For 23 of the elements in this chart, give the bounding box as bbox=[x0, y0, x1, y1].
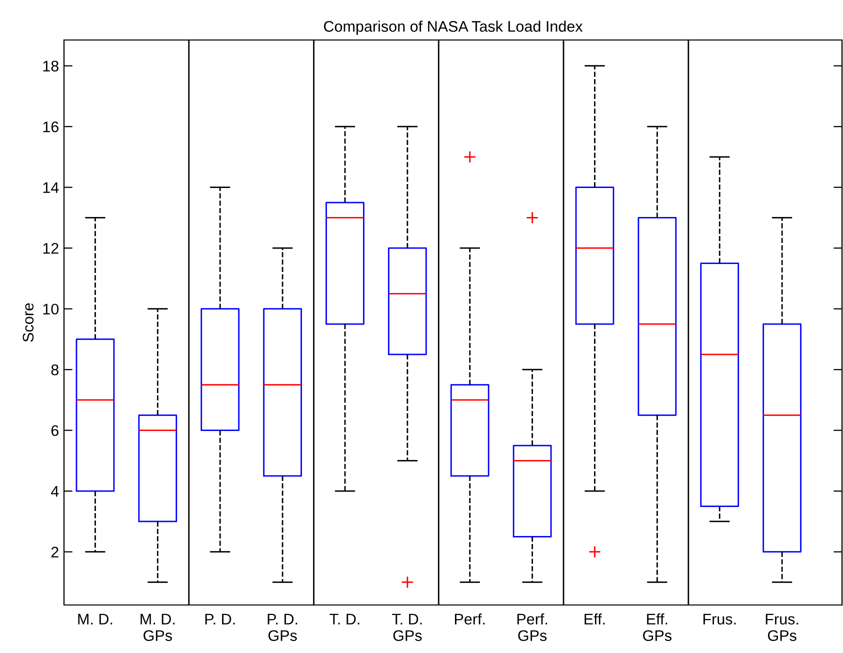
x-tick-label: Frus. GPs bbox=[766, 614, 798, 642]
chart-title: Comparison of NASA Task Load Index bbox=[324, 20, 583, 35]
y-tick-label: 2 bbox=[51, 546, 58, 558]
x-tick-label: M. D. GPs bbox=[140, 614, 175, 642]
y-tick-label: 12 bbox=[43, 242, 58, 254]
x-tick-label: P. D. GPs bbox=[268, 614, 298, 642]
y-tick-label: 8 bbox=[51, 364, 58, 376]
y-tick-label: 16 bbox=[43, 121, 58, 132]
x-tick-label: Perf. bbox=[454, 613, 485, 625]
x-tick-label: T. D. GPs bbox=[392, 614, 422, 642]
x-tick-label: Eff. bbox=[584, 613, 605, 624]
y-axis-title: Score bbox=[22, 303, 34, 342]
x-tick-label: M. D. bbox=[78, 614, 112, 624]
y-tick-label: 4 bbox=[50, 486, 59, 497]
y-tick-label: 10 bbox=[43, 304, 59, 315]
y-tick-label: 14 bbox=[43, 182, 59, 193]
x-tick-label: Eff. GPs bbox=[643, 613, 672, 642]
x-tick-label: Perf. GPs bbox=[517, 613, 548, 642]
x-tick-label: T. D. bbox=[330, 614, 360, 624]
x-tick-label: Frus. bbox=[703, 614, 736, 625]
y-tick-label: 6 bbox=[51, 425, 58, 436]
x-tick-label: P. D. bbox=[205, 614, 235, 624]
y-tick-label: 18 bbox=[43, 60, 58, 72]
